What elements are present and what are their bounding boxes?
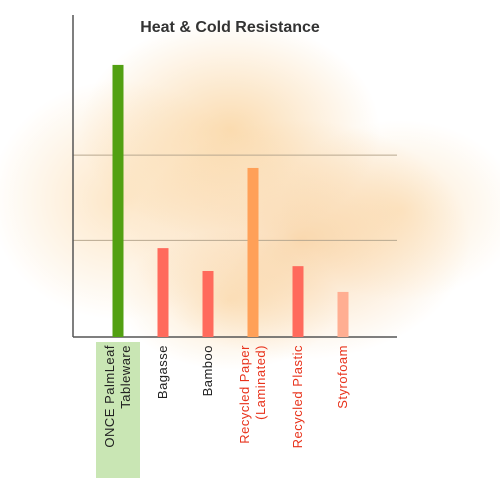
bar bbox=[157, 248, 169, 337]
bar bbox=[247, 167, 259, 337]
bar bbox=[112, 64, 124, 337]
x-tick-label: Styrofoam bbox=[335, 345, 350, 409]
x-tick-label: Recycled Paper (Laminated) bbox=[237, 345, 268, 444]
x-tick-label: ONCE PalmLeaf Tableware bbox=[102, 345, 133, 448]
x-tick-label: Bagasse bbox=[155, 345, 170, 400]
bar bbox=[337, 291, 349, 337]
bar bbox=[292, 266, 304, 337]
x-tick-label: Bamboo bbox=[200, 345, 215, 397]
category-highlight bbox=[96, 342, 140, 478]
x-tick-label: Recycled Plastic bbox=[290, 345, 305, 449]
chart-title: Heat & Cold Resistance bbox=[140, 19, 320, 36]
bar bbox=[202, 270, 214, 337]
